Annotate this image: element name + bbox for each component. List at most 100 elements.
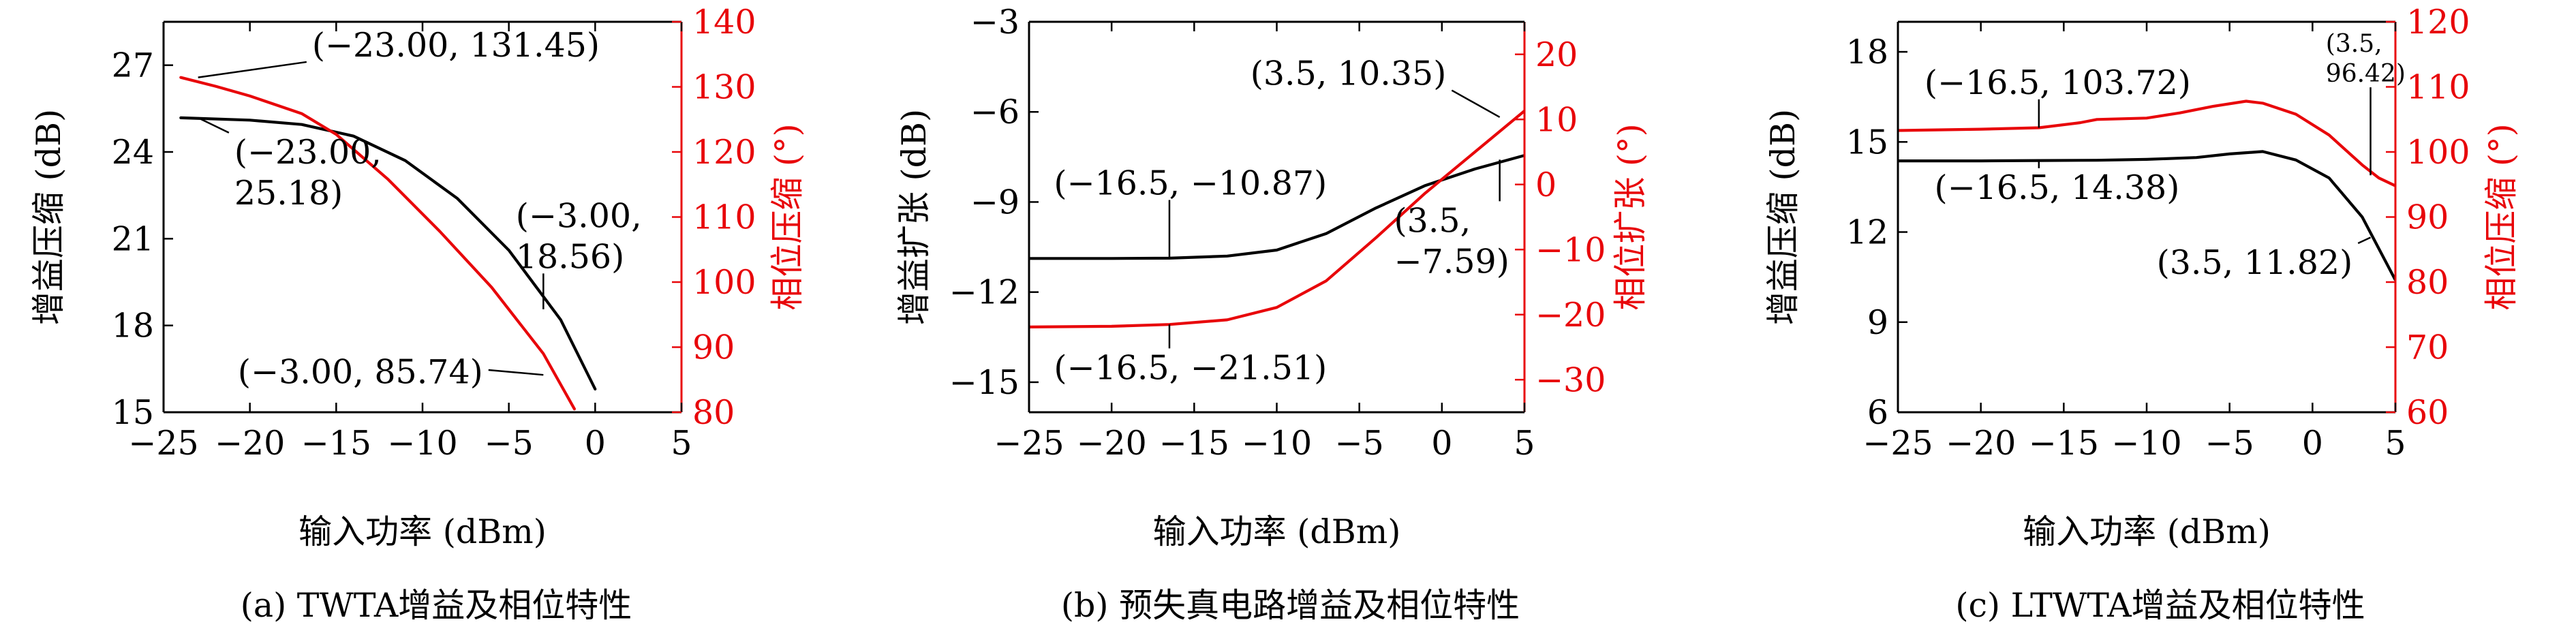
data-annotation-label: (−3.00, 85.74) (238, 353, 483, 392)
y2-tick-label: 90 (2406, 198, 2449, 237)
annotation-line: (−23.00, (234, 133, 382, 172)
data-annotation-label: (−16.5, −21.51) (1054, 349, 1327, 388)
annotation-line: (−3.00, (516, 196, 642, 235)
annotation-line: (3.5, (2326, 30, 2382, 58)
data-annotation-label: (−23.00, 25.18) (234, 133, 382, 213)
y-tick-label: 9 (1867, 303, 1888, 342)
chart-panel-1: −25 −20 −15 −10 −5 0 5 15 18 21 24 27 80 90 100 110 120 1… (29, 3, 807, 625)
data-annotation-label: (−16.5, 14.38) (1935, 168, 2180, 207)
annotation-line: (−16.5, 103.72) (1925, 63, 2191, 102)
y-tick-label: −6 (970, 93, 1019, 132)
data-annotation-label: (−23.00, 131.45) (312, 26, 600, 65)
x-tick-label: −15 (2029, 424, 2099, 463)
y-tick-label: 15 (1846, 123, 1888, 161)
annotation-leader-line (198, 61, 307, 78)
y-tick-label: 18 (112, 307, 154, 345)
annotation-leader-line (2357, 236, 2372, 245)
y2-tick-label: −20 (1535, 296, 1606, 335)
y2-tick-label: −10 (1535, 230, 1606, 269)
data-annotation-label: (3.5, 96.42) (2326, 30, 2406, 88)
y-tick-label: 27 (112, 46, 154, 85)
annotation-line: (−16.5, −10.87) (1054, 164, 1327, 202)
annotation-line: (3.5, (1394, 202, 1471, 241)
panel-caption: (a) TWTA增益及相位特性 (241, 586, 632, 625)
y-tick-label: 6 (1867, 393, 1888, 432)
y2-tick-label: 110 (2406, 68, 2470, 107)
x-tick-label: −20 (1076, 424, 1146, 463)
y2-tick-label: 100 (692, 263, 756, 302)
chart-panel-2: −25 −20 −15 −10 −5 0 5 −15 −12 −9 −6 −3 −30 −20 −10 0 10… (895, 3, 1650, 625)
x-tick-label: −20 (215, 424, 285, 463)
y-tick-label: 21 (112, 219, 154, 258)
x-tick-label: −25 (994, 424, 1064, 463)
data-annotation-label: (3.5, −7.59) (1394, 202, 1509, 281)
annotation-line: (3.5, 10.35) (1251, 55, 1447, 93)
annotation-line: −7.59) (1394, 243, 1509, 281)
x-axis-title: 输入功率 (dBm) (298, 512, 547, 551)
annotation-line: (−23.00, 131.45) (312, 26, 600, 65)
annotation-line: (3.5, 11.82) (2157, 243, 2353, 282)
phase-curve-line (1898, 99, 2395, 187)
x-tick-label: −20 (1946, 424, 2016, 463)
y-tick-label: −3 (970, 3, 1019, 42)
y-tick-label: −9 (970, 183, 1019, 221)
x-tick-label: −10 (2111, 424, 2181, 463)
annotation-line: (−16.5, 14.38) (1935, 168, 2180, 207)
y-tick-label: −12 (949, 273, 1019, 312)
x-tick-label: −5 (485, 424, 534, 463)
x-tick-label: 0 (1431, 424, 1452, 463)
annotation-line: 18.56) (516, 237, 624, 276)
y2-tick-label: 60 (2406, 393, 2449, 432)
x-axis-title: 输入功率 (dBm) (1153, 512, 1401, 551)
y-tick-label: 12 (1846, 213, 1888, 252)
y2-axis-title: 相位压缩 (°) (2482, 123, 2521, 310)
y2-tick-label: 110 (692, 198, 756, 237)
y-axis-title: 增益扩张 (dB) (895, 109, 934, 325)
data-annotation-label: (3.5, 11.82) (2157, 243, 2353, 282)
phase-curve-line (179, 76, 576, 411)
x-tick-label: 5 (1514, 424, 1535, 463)
x-tick-label: −25 (128, 424, 198, 463)
panel-caption: (c) LTWTA增益及相位特性 (1955, 586, 2365, 625)
gain-curve-line (1898, 150, 2395, 282)
data-annotation-label: (−16.5, 103.72) (1925, 63, 2191, 102)
x-tick-label: −15 (1159, 424, 1229, 463)
panel-caption: (b) 预失真电路增益及相位特性 (1061, 586, 1520, 625)
y2-tick-label: 20 (1535, 35, 1578, 74)
y-tick-label: 15 (112, 393, 154, 432)
x-tick-label: 0 (2302, 424, 2323, 463)
y2-tick-label: 70 (2406, 328, 2449, 367)
x-tick-label: 5 (671, 424, 692, 463)
annotation-leader-line (488, 369, 544, 376)
y2-tick-label: 80 (692, 393, 735, 432)
x-tick-label: −25 (1862, 424, 1933, 463)
y2-tick-label: 0 (1535, 166, 1557, 204)
y2-axis-title: 相位扩张 (°) (1611, 123, 1650, 310)
x-tick-label: −5 (1335, 424, 1384, 463)
gain-curve-line (1029, 154, 1524, 260)
y2-tick-label: 100 (2406, 133, 2470, 172)
y-axis-title: 增益压缩 (dB) (29, 109, 68, 325)
data-annotation-label: (−16.5, −10.87) (1054, 164, 1327, 202)
y-tick-label: 18 (1846, 33, 1888, 72)
x-tick-label: −5 (2205, 424, 2254, 463)
phase-curve-line (1029, 109, 1524, 328)
y2-axis-title: 相位压缩 (°) (768, 123, 807, 310)
data-annotation-label: (3.5, 10.35) (1251, 55, 1447, 93)
chart-panel-3: −25 −20 −15 −10 −5 0 5 6 9 12 15 18 60 70 80 90 100 110 12… (1764, 3, 2521, 625)
annotation-line: 96.42) (2326, 60, 2406, 88)
x-tick-label: 5 (2385, 424, 2406, 463)
y2-tick-label: 120 (2406, 3, 2470, 42)
x-tick-label: −10 (1242, 424, 1312, 463)
y2-tick-label: 130 (692, 68, 756, 107)
annotation-leader-line (198, 117, 230, 134)
x-tick-label: −15 (301, 424, 371, 463)
annotation-line: 25.18) (234, 174, 343, 213)
annotation-line: (−3.00, 85.74) (238, 353, 483, 392)
data-annotation-label: (−3.00, 18.56) (516, 196, 642, 276)
x-axis-title: 输入功率 (dBm) (2023, 512, 2271, 551)
x-tick-label: −10 (387, 424, 457, 463)
annotation-leader-line (1451, 89, 1501, 118)
y-axis-title: 增益压缩 (dB) (1764, 109, 1803, 325)
